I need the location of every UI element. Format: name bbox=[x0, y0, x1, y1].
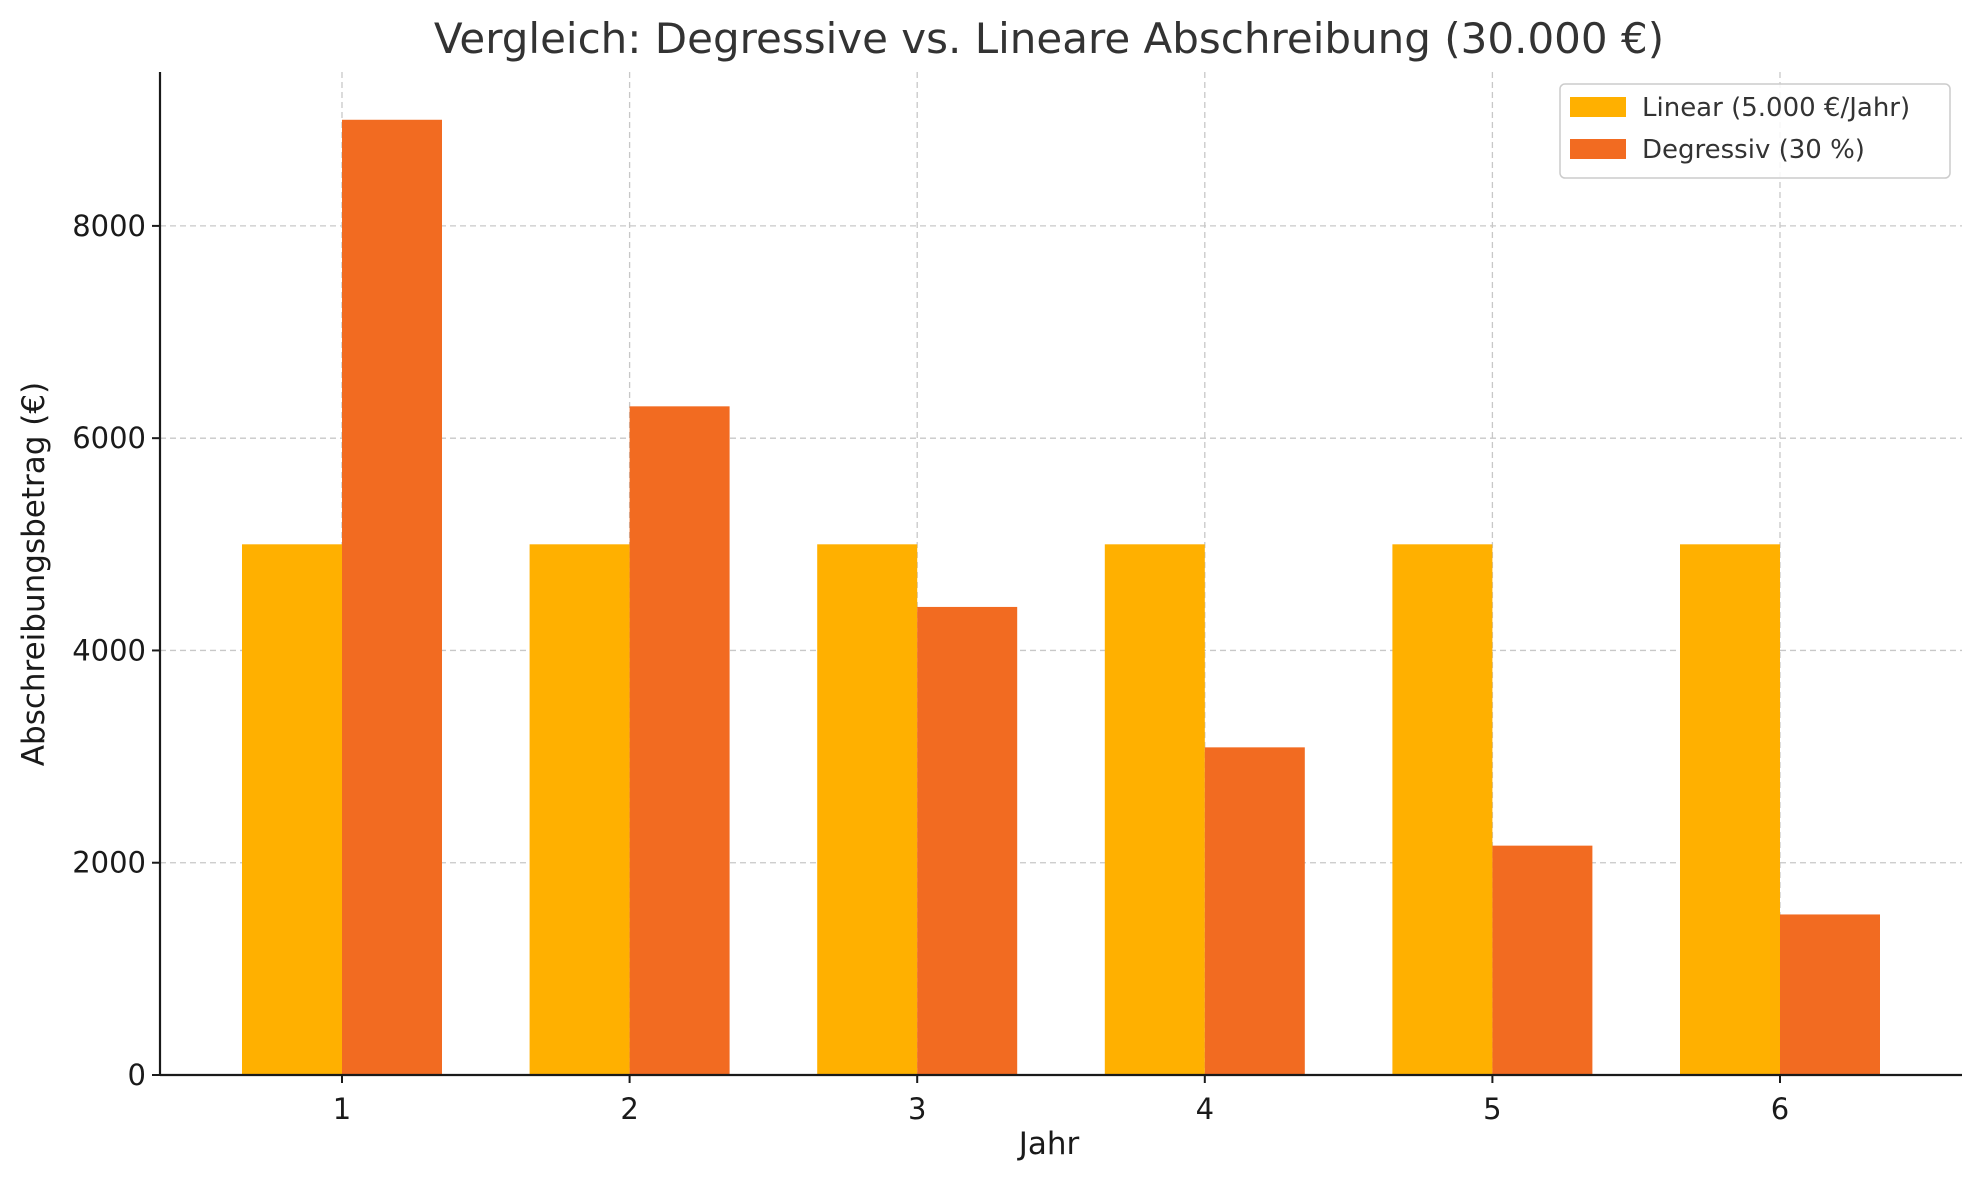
legend-box bbox=[1559, 83, 1951, 179]
x-axis-label: Jahr bbox=[1017, 1126, 1080, 1162]
tick-labels: 1 2 3 4 5 6 0 2000 4000 6000 8000 bbox=[72, 209, 1789, 1126]
linear-bar bbox=[817, 544, 918, 1075]
degressive-bar bbox=[1204, 747, 1305, 1075]
linear-bar bbox=[1392, 544, 1493, 1075]
x-tick-label: 6 bbox=[1771, 1092, 1789, 1126]
legend-swatch bbox=[1570, 139, 1626, 159]
legend: Linear (5.000 €/Jahr) Degressiv (30 %) bbox=[1559, 83, 1951, 179]
bars bbox=[242, 119, 1880, 1075]
degressive-bar bbox=[1780, 914, 1880, 1075]
linear-bar bbox=[242, 544, 342, 1075]
x-tick-label: 5 bbox=[1483, 1092, 1501, 1126]
y-axis-label: Abschreibungsbetrag (€) bbox=[16, 382, 52, 766]
linear-bar bbox=[529, 544, 630, 1075]
degressive-bar bbox=[1492, 845, 1593, 1075]
y-tick-label: 6000 bbox=[72, 421, 146, 455]
x-tick-label: 4 bbox=[1196, 1092, 1214, 1126]
chart-title: Vergleich: Degressive vs. Lineare Abschr… bbox=[434, 14, 1664, 63]
x-tick-label: 2 bbox=[620, 1092, 638, 1126]
x-tick-label: 1 bbox=[333, 1092, 351, 1126]
axes bbox=[158, 72, 1962, 1077]
x-tick-label: 3 bbox=[908, 1092, 926, 1126]
linear-bar bbox=[1680, 544, 1780, 1075]
y-tick-label: 2000 bbox=[72, 846, 146, 880]
y-tick-label: 0 bbox=[128, 1058, 146, 1092]
y-tick-label: 4000 bbox=[72, 633, 146, 667]
legend-label: Degressiv (30 %) bbox=[1642, 135, 1865, 165]
linear-bar bbox=[1104, 544, 1205, 1075]
degressive-bar bbox=[917, 606, 1018, 1075]
legend-label: Linear (5.000 €/Jahr) bbox=[1642, 93, 1910, 123]
degressive-bar bbox=[342, 119, 442, 1075]
y-tick-label: 8000 bbox=[72, 209, 146, 243]
degressive-bar bbox=[629, 406, 730, 1075]
legend-swatch bbox=[1570, 97, 1626, 117]
